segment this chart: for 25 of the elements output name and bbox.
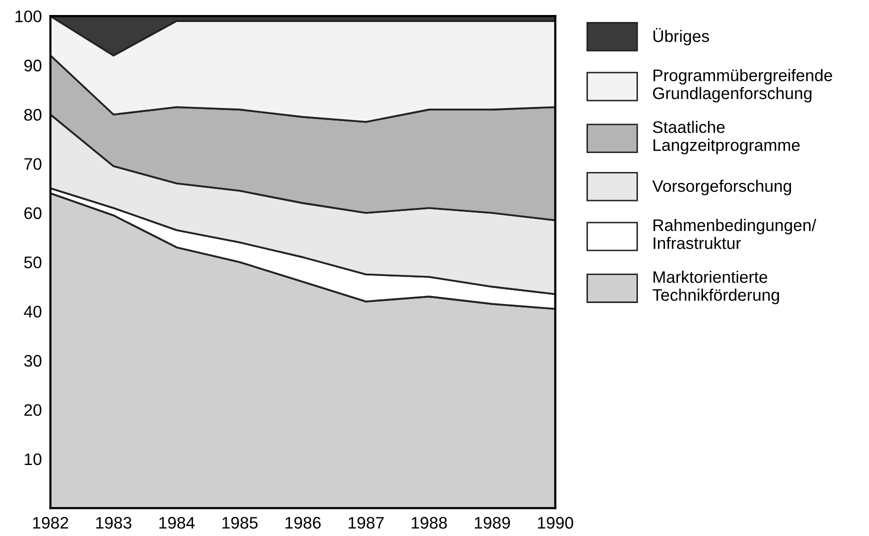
y-tick-label: 60 (24, 207, 42, 220)
x-tick-label: 1988 (412, 516, 447, 529)
legend-label: Staatliche Langzeitprogramme (652, 120, 800, 154)
y-tick-label: 70 (24, 158, 42, 170)
legend-label: Rahmenbedingungen/ Infrastruktur (654, 218, 816, 250)
legend-label: Marktorientierte Technikförderung (652, 270, 779, 304)
legend-label: Vorsorgeforschung (652, 180, 792, 196)
x-tick-label: 1989 (474, 516, 510, 529)
x-tick-label: 1986 (286, 516, 321, 529)
y-tick-label: 30 (24, 354, 42, 367)
legend-label: Programmübergreifende Grundlagenforschung (653, 68, 832, 102)
y-tick-label: 20 (24, 404, 42, 416)
y-tick-label: 10 (24, 453, 42, 466)
y-tick-label: 100 (16, 10, 42, 22)
legend-label: Übriges (653, 28, 710, 46)
x-tick-label: 1984 (159, 516, 195, 529)
x-tick-label: 1990 (538, 516, 574, 529)
y-tick-label: 80 (24, 108, 42, 121)
x-tick-label: 1985 (222, 516, 258, 529)
y-tick-label: 90 (24, 60, 42, 72)
x-tick-label: 1982 (33, 516, 68, 529)
y-tick-label: 50 (24, 256, 42, 268)
x-tick-label: 1987 (348, 516, 384, 529)
y-tick-label: 40 (24, 306, 42, 318)
x-tick-label: 1983 (96, 516, 132, 529)
